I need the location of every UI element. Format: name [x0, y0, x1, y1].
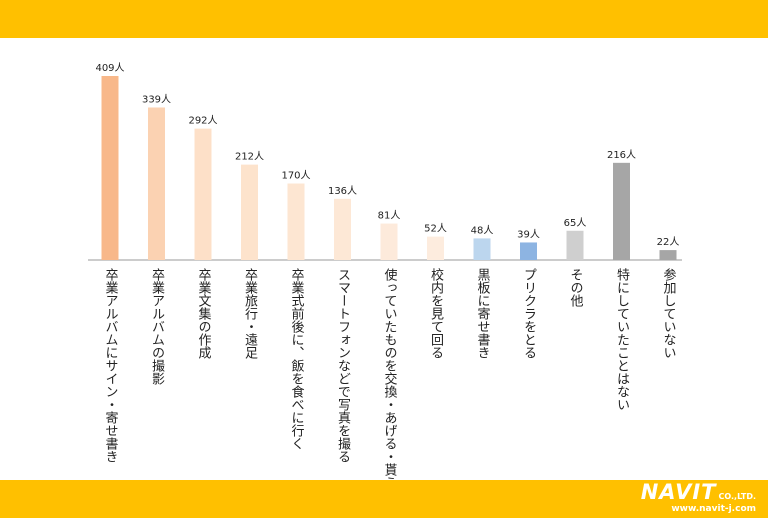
category-label-6: 使っていたものを交換・あげる・貰う — [382, 267, 398, 480]
data-label-0: 409人 — [95, 62, 124, 74]
category-label-10: その他 — [568, 268, 584, 308]
category-label-0: 卒業アルバムにサイン・寄せ書き — [103, 268, 119, 463]
bar-8 — [473, 238, 491, 260]
category-label-12: 参加していない — [661, 267, 677, 359]
bar-1 — [148, 107, 165, 260]
data-label-3: 212人 — [235, 151, 264, 163]
data-label-7: 52人 — [424, 223, 447, 235]
logo-name: NAVIT — [640, 480, 717, 504]
category-label-2: 卒業文集の作成 — [196, 268, 212, 360]
category-label-3: 卒業旅行・遠足 — [242, 268, 258, 360]
data-label-10: 65人 — [564, 217, 587, 229]
category-label-1: 卒業アルバムの撮影 — [149, 268, 165, 385]
data-label-2: 292人 — [188, 115, 217, 127]
bar-4 — [287, 183, 305, 260]
bar-12 — [659, 250, 677, 260]
bar-9 — [520, 242, 537, 260]
data-label-9: 39人 — [517, 228, 540, 240]
category-label-7: 校内を見て回る — [428, 267, 444, 359]
category-label-8: 黒板に寄せ書き — [475, 268, 491, 359]
bar-6 — [380, 223, 398, 260]
category-label-5: スマートフォンなどで写真を撮る — [335, 268, 351, 463]
data-label-6: 81人 — [378, 210, 401, 222]
bar-0 — [101, 76, 119, 260]
data-label-5: 136人 — [328, 185, 357, 197]
data-label-8: 48人 — [471, 224, 494, 236]
logo-url: www.navit-j.com — [671, 504, 756, 514]
data-label-1: 339人 — [142, 93, 171, 105]
bar-11 — [613, 162, 630, 260]
bar-7 — [427, 236, 444, 260]
category-label-9: プリクラをとる — [521, 268, 536, 359]
data-label-4: 170人 — [281, 170, 310, 182]
bar-3 — [241, 164, 258, 260]
data-label-11: 216人 — [607, 149, 636, 161]
bottom-banner — [0, 480, 768, 518]
top-banner — [0, 0, 768, 38]
navit-logo: NAVIT CO.,LTD. www.navit-j.com — [606, 482, 756, 516]
category-label-4: 卒業式前後に、飯を食べに行く — [289, 268, 305, 450]
logo-suffix: CO.,LTD. — [718, 492, 756, 501]
bar-10 — [566, 230, 584, 260]
bar-5 — [334, 198, 351, 260]
category-label-11: 特にしていたことはない — [614, 268, 630, 411]
data-label-12: 22人 — [657, 236, 680, 248]
bar-2 — [194, 128, 212, 260]
